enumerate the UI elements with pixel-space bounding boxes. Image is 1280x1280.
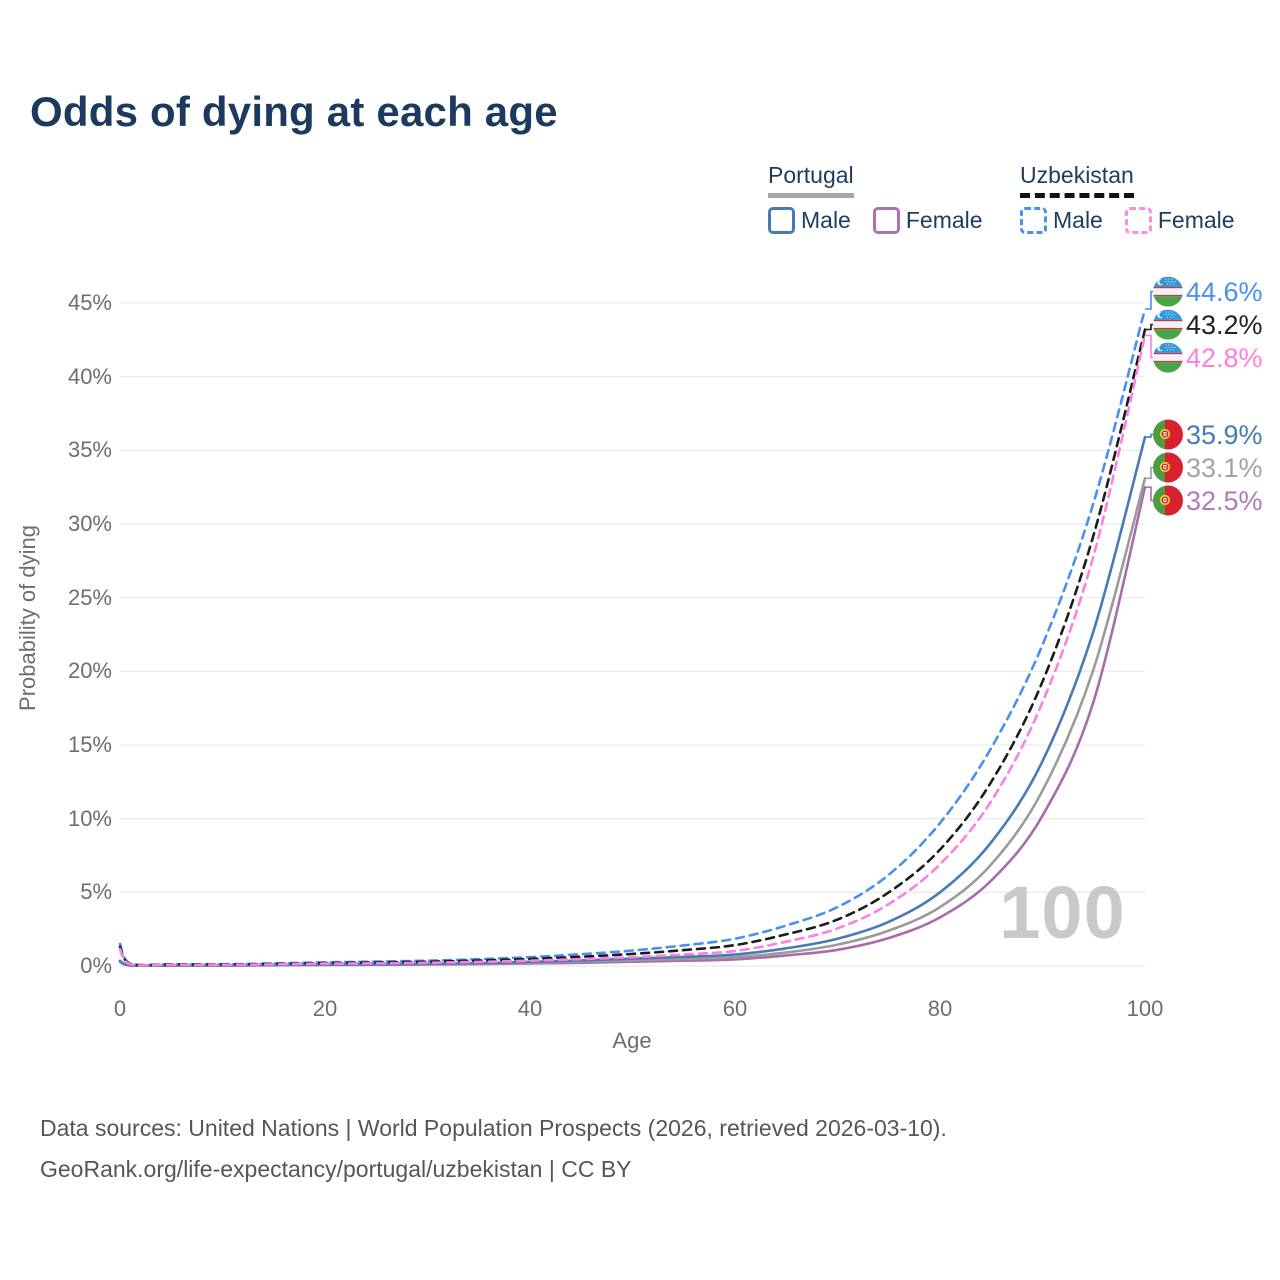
y-tick-label: 45% (67, 290, 112, 315)
legend-row: Male Female (768, 207, 999, 234)
y-tick-label: 5% (80, 879, 112, 905)
end-value-label: 42.8% (1186, 343, 1263, 373)
end-value-label: 35.9% (1186, 420, 1263, 450)
footer: Data sources: United Nations | World Pop… (40, 1108, 947, 1190)
footer-sources-line: Data sources: United Nations | World Pop… (40, 1115, 947, 1141)
legend-group-portugal: Portugal Male Female (768, 162, 999, 234)
legend-item-label: Male (801, 207, 851, 233)
end-label-portugal-female: 32.5% (1153, 485, 1263, 516)
y-tick-label: 15% (67, 732, 112, 757)
legend-checkbox-uzbekistan-male[interactable] (1020, 207, 1047, 234)
legend-row: Male Female (1020, 207, 1251, 234)
legend-checkbox-portugal-male[interactable] (768, 207, 795, 234)
y-tick-label: 35% (67, 437, 112, 463)
end-label-uzbekistan-both-sexes: 43.2% (1153, 309, 1263, 340)
label-connector (1145, 466, 1153, 480)
legend-checkbox-uzbekistan-female[interactable] (1124, 207, 1152, 234)
uzbekistan-flag-icon (1153, 276, 1183, 307)
legend-country-uzbekistan: Uzbekistan (1020, 162, 1134, 198)
page-title: Odds of dying at each age (30, 88, 558, 135)
portugal-flag-icon (1153, 485, 1183, 516)
y-tick-label: 0% (80, 953, 112, 978)
y-tick-label: 10% (67, 805, 112, 831)
legend-checkbox-portugal-female[interactable] (872, 207, 900, 234)
legend-item-label: Male (1053, 207, 1103, 233)
label-connector (1145, 323, 1153, 331)
x-tick-label: 0 (113, 996, 127, 1021)
label-connector (1145, 290, 1153, 310)
end-label-portugal-male: 35.9% (1153, 419, 1263, 450)
x-tick-label: 20 (312, 996, 338, 1021)
x-axis-title: Age (612, 1028, 652, 1053)
portugal-flag-icon (1153, 419, 1183, 450)
age-watermark: 100 (999, 871, 1126, 954)
y-tick-label: 20% (67, 658, 112, 684)
end-label-portugal-both-sexes: 33.1% (1153, 452, 1263, 483)
legend-group-uzbekistan: Uzbekistan Male Female (1020, 162, 1251, 234)
y-tick-label: 30% (67, 511, 112, 536)
portugal-flag-icon (1153, 452, 1183, 483)
x-tick-label: 100 (1126, 996, 1164, 1021)
series-line-uzbekistan-both-sexes (118, 328, 1147, 967)
end-value-label: 43.2% (1186, 310, 1263, 340)
end-value-label: 33.1% (1186, 453, 1263, 483)
x-tick-label: 60 (722, 996, 748, 1021)
series-line-uzbekistan-female (118, 334, 1147, 967)
uzbekistan-flag-icon (1153, 309, 1183, 340)
y-tick-label: 40% (67, 363, 112, 389)
series-line-uzbekistan-male (118, 307, 1147, 967)
end-label-uzbekistan-female: 42.8% (1153, 342, 1263, 373)
x-tick-label: 40 (517, 996, 543, 1021)
uzbekistan-flag-icon (1153, 342, 1183, 373)
label-connector (1145, 433, 1153, 438)
legend-item-label: Female (1157, 207, 1235, 233)
series-line-portugal-female (118, 485, 1147, 968)
series-line-portugal-male (118, 435, 1147, 967)
label-connector (1145, 486, 1153, 502)
label-connector (1145, 334, 1153, 359)
end-label-uzbekistan-male: 44.6% (1153, 276, 1263, 307)
x-tick-label: 80 (927, 996, 953, 1021)
legend-item-label: Female (905, 207, 983, 233)
legend-country-portugal: Portugal (768, 162, 854, 198)
y-tick-label: 25% (67, 584, 112, 610)
footer-url-line: GeoRank.org/life-expectancy/portugal/uzb… (40, 1156, 632, 1182)
end-value-label: 32.5% (1186, 486, 1263, 516)
end-value-label: 44.6% (1186, 277, 1263, 307)
